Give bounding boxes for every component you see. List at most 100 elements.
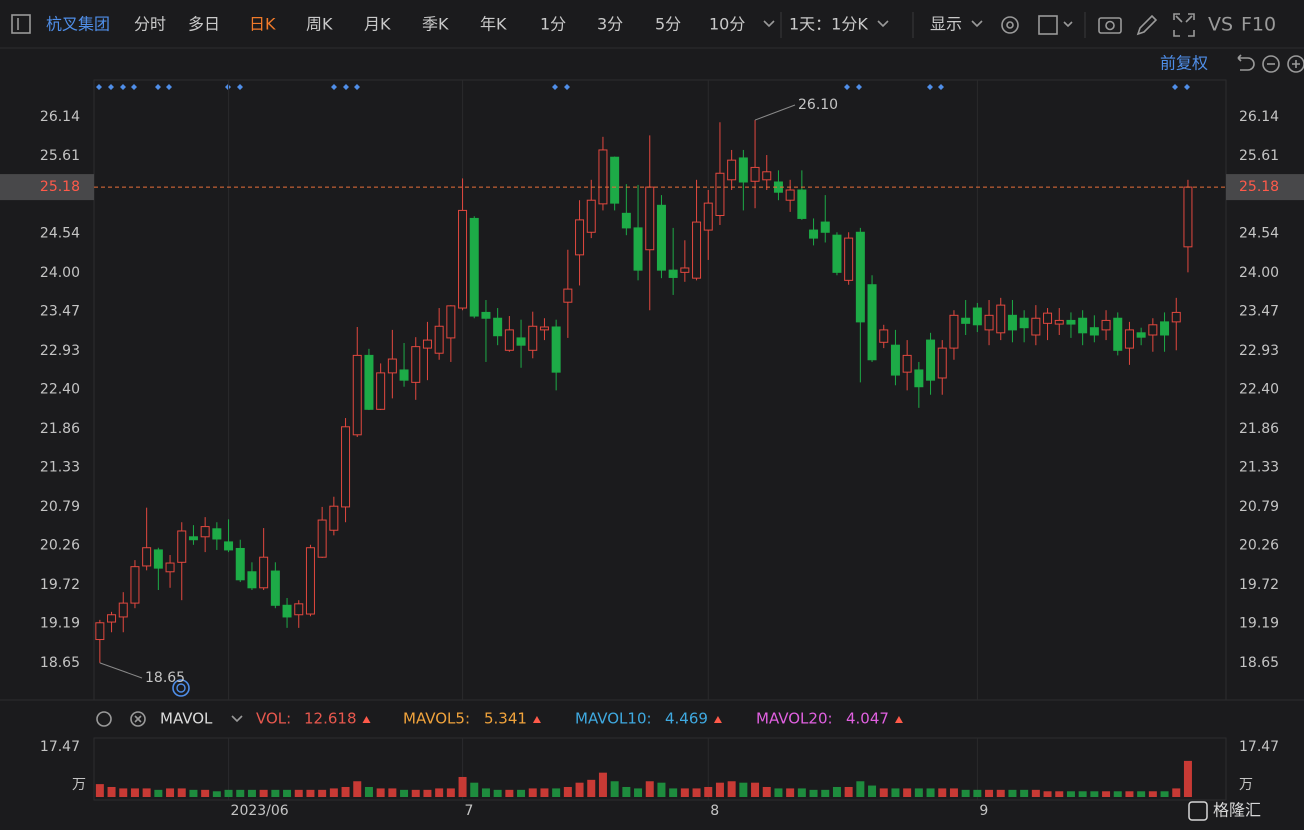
candle-body	[598, 149, 608, 205]
volume-bar	[119, 788, 128, 797]
candle-body	[177, 530, 187, 563]
adjust-mode[interactable]: 前复权	[1160, 54, 1208, 73]
candle-body	[785, 189, 795, 201]
chevron[interactable]	[231, 715, 243, 723]
interval[interactable]: 1天：1分K	[789, 15, 868, 34]
volume-bar	[797, 788, 806, 797]
undo-icon[interactable]	[1237, 54, 1255, 71]
display-menu[interactable]: 显示	[930, 15, 962, 34]
y-tick-label-right: 24.54	[1239, 226, 1279, 242]
period-tab[interactable]: 10分	[709, 15, 745, 34]
chevron[interactable]	[763, 20, 775, 28]
volume-bar	[704, 786, 713, 797]
sidebar-icon[interactable]	[11, 14, 31, 34]
stock-name[interactable]: 杭叉集团	[46, 15, 110, 34]
draw-icon[interactable]	[1136, 14, 1158, 36]
candle-body	[422, 339, 432, 349]
y-tick-label: 21.86	[40, 421, 80, 437]
indicator-name[interactable]: MAVOL	[160, 710, 213, 728]
candle-body	[107, 614, 117, 623]
candle-body	[727, 159, 737, 181]
volume-bar	[435, 788, 444, 797]
period-tab[interactable]: 日K	[249, 15, 276, 34]
volume-bar	[1031, 789, 1040, 797]
volume-bar	[821, 789, 830, 797]
candle-body	[1066, 319, 1076, 325]
y-tick-label: 23.47	[40, 304, 80, 320]
candle-body	[1113, 317, 1123, 351]
legend-name: MAVOL20:	[756, 710, 833, 728]
y-tick-label: 26.14	[40, 109, 80, 125]
chevron[interactable]	[1063, 21, 1073, 28]
chevron[interactable]	[877, 20, 889, 28]
f10-button[interactable]: F10	[1241, 14, 1276, 36]
chevron[interactable]	[971, 20, 983, 28]
period-tab[interactable]: 1分	[540, 15, 566, 34]
last-price-box	[0, 174, 94, 201]
candle-body	[539, 326, 549, 331]
volume-bar	[411, 789, 420, 797]
candle-body	[668, 269, 678, 278]
volume-bar	[189, 789, 198, 797]
volume-bar	[610, 781, 619, 797]
vs-button[interactable]: VS	[1208, 14, 1233, 36]
volume-unit: 万	[72, 777, 86, 793]
volume-bar	[832, 786, 841, 797]
x-tick-label: 2023/06	[231, 803, 289, 819]
volume-bar	[879, 788, 888, 797]
search-icon[interactable]	[172, 679, 190, 697]
fullscreen-icon[interactable]	[1173, 13, 1195, 37]
volume-bar	[493, 789, 502, 797]
legend-name: MAVOL5:	[403, 710, 470, 728]
volume-bar	[552, 788, 561, 797]
candle-body	[738, 157, 748, 183]
indicator-close[interactable]	[130, 711, 146, 727]
volume-bar	[739, 782, 748, 797]
volume-bar	[1148, 791, 1157, 797]
period-tab[interactable]: 周K	[306, 15, 333, 34]
candle-body	[387, 358, 397, 374]
candle-body	[914, 369, 924, 388]
candle-body	[1043, 312, 1053, 324]
zoom-out-icon[interactable]	[1262, 55, 1280, 73]
volume-bar	[294, 789, 303, 797]
period-tab[interactable]: 多日	[188, 15, 220, 34]
period-tab[interactable]: 3分	[597, 15, 623, 34]
period-tab[interactable]: 月K	[364, 15, 391, 34]
indicator-close-x	[134, 715, 142, 723]
y-tick-label: 25.61	[40, 148, 80, 164]
period-tab[interactable]: 5分	[655, 15, 681, 34]
period-tab[interactable]: 季K	[422, 15, 449, 34]
volume-bar	[271, 789, 280, 797]
volume-bar	[376, 788, 385, 797]
period-tab[interactable]: 年K	[480, 15, 507, 34]
last-price-label: 25.18	[40, 179, 80, 195]
camera-icon[interactable]	[1098, 17, 1122, 34]
indicator-settings[interactable]	[96, 711, 112, 727]
settings-icon-core	[1006, 21, 1014, 29]
candle-body	[165, 562, 175, 573]
candle-body	[575, 219, 585, 256]
candle-body	[434, 325, 444, 354]
volume-bar	[130, 788, 139, 797]
candle-body	[1136, 332, 1146, 338]
y-tick-label-right: 23.47	[1239, 304, 1279, 320]
volume-bar	[926, 788, 935, 797]
candle-body	[844, 237, 854, 281]
style-icon[interactable]	[1038, 15, 1058, 35]
period-tab[interactable]: 分时	[134, 15, 166, 34]
volume-bar	[868, 785, 877, 797]
candle-body	[376, 372, 386, 410]
volume-bar	[996, 789, 1005, 797]
volume-bar	[259, 789, 268, 797]
volume-bar	[306, 789, 315, 797]
y-tick-label-right: 22.40	[1239, 382, 1279, 398]
candle-body	[715, 172, 725, 217]
volume-bar	[622, 786, 631, 797]
volume-bar	[1183, 760, 1192, 797]
candle-body	[469, 217, 479, 317]
settings-icon[interactable]	[1001, 16, 1019, 34]
volume-bar	[645, 781, 654, 797]
candle-body	[692, 221, 702, 279]
zoom-in-icon[interactable]	[1287, 55, 1304, 73]
